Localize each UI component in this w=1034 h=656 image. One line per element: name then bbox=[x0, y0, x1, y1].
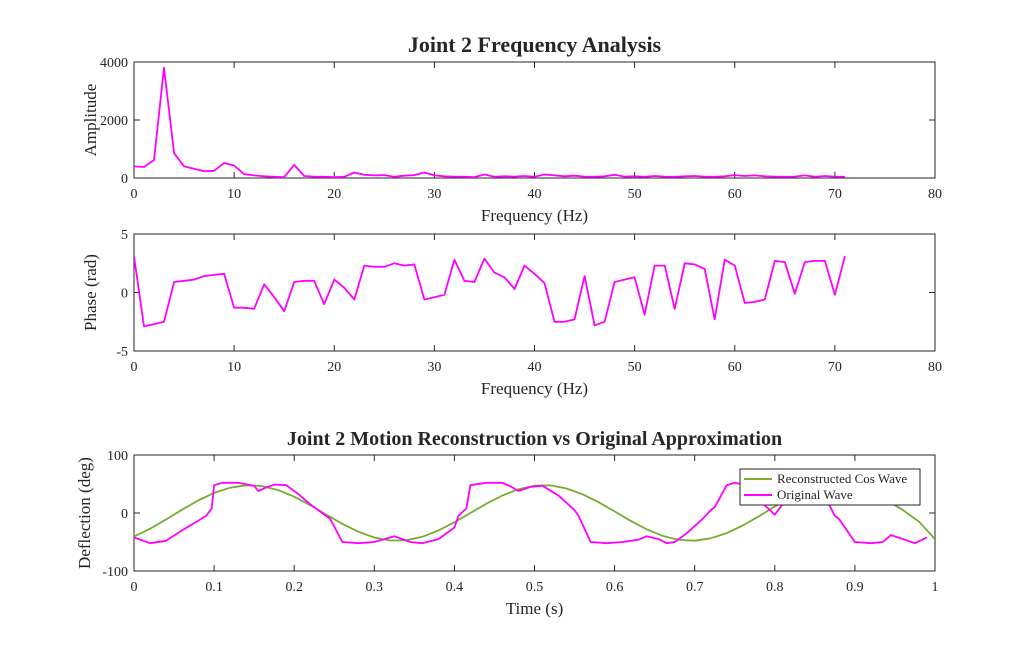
x-tick-label: 20 bbox=[327, 360, 341, 375]
x-tick-label: 0.1 bbox=[205, 580, 223, 595]
chart-panel-1: 0 10 20 30 40 50 60 70 80 0 2000 4000 Frequency (Hz)… bbox=[81, 32, 942, 225]
x-tick-label: 0.8 bbox=[766, 580, 784, 595]
y-tick-label: -100 bbox=[102, 565, 128, 580]
x-tick-label: 0.3 bbox=[366, 580, 384, 595]
series-line-1 bbox=[134, 66, 845, 178]
y-tick-label: 0 bbox=[121, 507, 128, 522]
x-tick-label: 80 bbox=[928, 360, 942, 375]
x-tick-label: 70 bbox=[828, 360, 842, 375]
x-tick-label: 70 bbox=[828, 187, 842, 202]
x-tick-label: 0.9 bbox=[846, 580, 864, 595]
y-axis-label: Amplitude bbox=[81, 84, 100, 157]
x-tick-label: 60 bbox=[728, 360, 742, 375]
legend-entry: Original Wave bbox=[777, 487, 853, 502]
x-tick-label: 50 bbox=[628, 360, 642, 375]
x-tick-label: 0.6 bbox=[606, 580, 624, 595]
y-tick-label: 0 bbox=[121, 172, 128, 187]
x-tick-label: 50 bbox=[628, 187, 642, 202]
x-tick-label: 30 bbox=[427, 360, 441, 375]
x-tick-label: 30 bbox=[427, 187, 441, 202]
chart-title: Joint 2 Motion Reconstruction vs Origina… bbox=[287, 428, 782, 450]
x-tick-label: 0.2 bbox=[285, 580, 303, 595]
x-tick-label: 0 bbox=[131, 187, 138, 202]
plot-area bbox=[133, 233, 936, 352]
x-tick-label: 10 bbox=[227, 187, 241, 202]
series-line-1 bbox=[134, 255, 846, 328]
y-axis-label: Deflection (deg) bbox=[75, 457, 94, 569]
x-axis-label: Time (s) bbox=[506, 599, 563, 618]
y-tick-label: 100 bbox=[107, 449, 128, 464]
x-tick-label: 80 bbox=[928, 187, 942, 202]
y-tick-label: 4000 bbox=[100, 56, 128, 71]
legend-box bbox=[739, 468, 921, 506]
x-tick-label: 0 bbox=[131, 580, 138, 595]
x-tick-label: 60 bbox=[728, 187, 742, 202]
y-tick-label: 2000 bbox=[100, 114, 128, 129]
y-tick-label: 0 bbox=[121, 287, 128, 302]
y-tick-label: -5 bbox=[116, 345, 128, 360]
chart-title: Joint 2 Frequency Analysis bbox=[408, 32, 662, 57]
x-tick-label: 40 bbox=[528, 187, 542, 202]
x-tick-label: 20 bbox=[327, 187, 341, 202]
x-axis-label: Frequency (Hz) bbox=[481, 206, 588, 225]
x-tick-label: 1 bbox=[932, 580, 939, 595]
x-tick-label: 40 bbox=[528, 360, 542, 375]
x-tick-label: 0.4 bbox=[446, 580, 464, 595]
plot-area bbox=[133, 61, 936, 179]
legend-entry: Reconstructed Cos Wave bbox=[777, 471, 907, 486]
x-tick-label: 10 bbox=[227, 360, 241, 375]
y-axis-label: Phase (rad) bbox=[81, 254, 100, 331]
x-tick-label: 0 bbox=[131, 360, 138, 375]
x-tick-label: 0.5 bbox=[526, 580, 544, 595]
series-line-original-wave bbox=[134, 481, 928, 545]
y-tick-label: 5 bbox=[121, 228, 128, 243]
x-tick-label: 0.7 bbox=[686, 580, 704, 595]
x-axis-label: Frequency (Hz) bbox=[481, 379, 588, 398]
chart-panel-3: 0 0.1 0.2 0.3 0.4 0.5 0.6 0.7 0.8 0.9 1-1000100Tim… bbox=[75, 428, 939, 618]
